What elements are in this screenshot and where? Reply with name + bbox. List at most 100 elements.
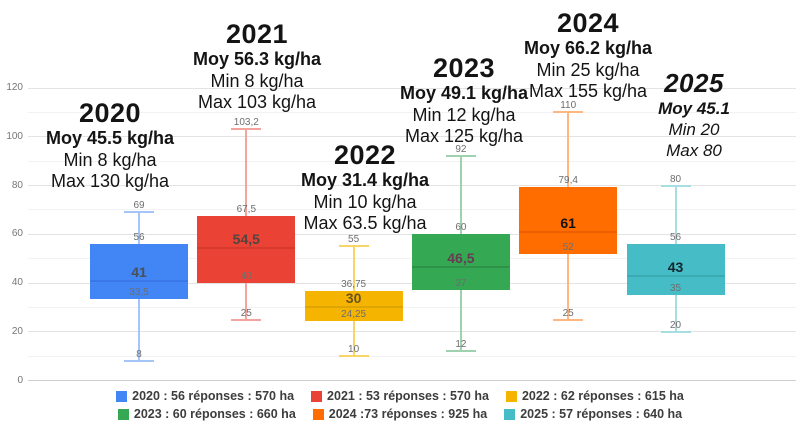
label-q1-2020: 33,5 [129, 286, 149, 298]
annotation-line-2025: Moy 45.1 [658, 99, 730, 118]
gridline [28, 185, 796, 186]
annotation-line-2022: Max 63.5 kg/ha [303, 213, 427, 233]
gridline [28, 331, 796, 333]
gridline [28, 111, 796, 113]
legend-item-2022: 2022 : 62 réponses : 615 ha [505, 389, 684, 404]
legend-swatch-2025 [504, 409, 516, 420]
label-high-2020: 69 [133, 200, 145, 212]
box-2023 [411, 234, 510, 291]
label-high-2022: 55 [348, 234, 360, 246]
y-axis-tick: 120 [6, 82, 23, 93]
label-q1-2025: 35 [669, 283, 682, 295]
y-axis-tick: 20 [11, 325, 23, 337]
y-axis-tick: 0 [17, 374, 23, 386]
label-q3-2024: 79,4 [558, 174, 578, 186]
median-line-2021 [197, 246, 296, 249]
legend-label-2023: 2023 : 60 réponses : 660 ha [133, 407, 296, 421]
label-q1-2023: 37 [455, 278, 467, 290]
annotation-line-2021: Max 103 kg/ha [197, 92, 317, 112]
legend-row-1: 2020 : 56 réponses : 570 ha 2021 : 53 rép… [116, 389, 684, 404]
median-line-2023 [411, 266, 510, 269]
annotation-line-2025: Min 20 [668, 120, 720, 139]
annotation-line-2020: Min 8 kg/ha [63, 149, 157, 170]
whisker-cap-high-2020 [124, 211, 154, 214]
whisker-cap-low-2025 [660, 330, 691, 333]
gridline [28, 355, 796, 357]
annotation-line-2023: Max 125 kg/ha [404, 126, 524, 146]
annotation-title-2025: 2025 [664, 68, 724, 98]
label-high-2025: 80 [669, 173, 682, 185]
annotation-title-2020: 2020 [78, 98, 142, 128]
annotation-2021: 2021 Moy 56.3 kg/ha Min 8 kg/ha Max 103 kg/… [193, 20, 321, 114]
gridline [28, 87, 796, 89]
y-axis-tick: 100 [6, 130, 23, 142]
label-q1-2024: 52 [562, 241, 574, 253]
legend-swatch-2020 [116, 391, 128, 402]
median-line-2022 [304, 306, 403, 309]
annotation-title-2022: 2022 [333, 140, 397, 170]
annotation-line-2024: Min 25 kg/ha [536, 59, 640, 80]
label-low-2023: 12 [455, 339, 467, 351]
label-high-2023: 92 [455, 144, 467, 156]
whisker-cap-low-2020 [124, 360, 154, 362]
box-2024 [519, 186, 618, 254]
annotation-title-2023: 2023 [432, 53, 496, 83]
median-label-2020: 41 [131, 263, 147, 280]
annotation-line-2025: Max 80 [666, 141, 722, 160]
label-q3-2023: 60 [455, 222, 467, 234]
label-high-2024: 110 [560, 100, 577, 112]
label-high-2021: 103,2 [233, 116, 259, 128]
annotation-2025: 2025 Moy 45.1 Min 20 Max 80 [658, 69, 730, 161]
legend-item-2024: 2024 :73 réponses : 925 ha [312, 407, 488, 422]
label-q3-2020: 56 [133, 232, 145, 243]
annotation-line-2020: Max 130 kg/ha [50, 171, 170, 191]
whisker-cap-low-2021 [231, 318, 262, 321]
y-axis-tick: 40 [11, 277, 23, 288]
whisker-cap-high-2024 [553, 111, 584, 114]
annotation-title-2024: 2024 [556, 8, 620, 38]
whisker-cap-high-2021 [231, 127, 262, 130]
label-q3-2022: 36,75 [341, 278, 367, 290]
median-label-2023: 46,5 [447, 250, 475, 267]
annotation-2022: 2022 Moy 31.4 kg/ha Min 10 kg/ha Max 63.5 k… [301, 141, 429, 235]
annotation-line-2023: Min 12 kg/ha [412, 104, 516, 125]
legend-label-2024: 2024 :73 réponses : 925 ha [328, 407, 488, 421]
label-low-2020: 8 [136, 349, 142, 360]
median-label-2025: 43 [667, 258, 684, 275]
annotation-line-2021: Moy 56.3 kg/ha [192, 49, 322, 69]
box-2025 [626, 244, 725, 296]
legend-item-2020: 2020 : 56 réponses : 570 ha [116, 389, 294, 404]
y-axis-tick: 60 [11, 228, 23, 240]
whisker-cap-low-2022 [338, 355, 369, 358]
legend-swatch-2023 [117, 409, 129, 420]
y-axis-tick: 80 [11, 179, 23, 191]
legend-item-2023: 2023 : 60 réponses : 660 ha [117, 407, 296, 422]
legend-swatch-2021 [311, 391, 323, 402]
legend: 2020 : 56 réponses : 570 ha 2021 : 53 rép… [0, 389, 800, 422]
legend-swatch-2022 [505, 391, 517, 402]
legend-label-2020: 2020 : 56 réponses : 570 ha [132, 389, 295, 403]
legend-item-2025: 2025 : 57 réponses : 640 ha [504, 407, 682, 422]
median-label-2024: 61 [560, 214, 576, 231]
annotation-line-2022: Moy 31.4 kg/ha [300, 170, 430, 190]
legend-label-2022: 2022 : 62 réponses : 615 ha [521, 389, 684, 403]
annotation-2024: 2024 Moy 66.2 kg/ha Min 25 kg/ha Max 155 kg… [524, 9, 652, 103]
label-low-2024: 25 [562, 307, 574, 319]
legend-label-2025: 2025 : 57 réponses : 640 ha [520, 407, 683, 421]
legend-item-2021: 2021 : 53 réponses : 570 ha [311, 389, 489, 404]
median-label-2022: 30 [345, 290, 362, 307]
annotation-line-2024: Max 155 kg/ha [528, 81, 648, 101]
annotation-2020: 2020 Moy 45.5 kg/ha Min 8 kg/ha Max 130 kg/… [46, 99, 174, 193]
gridline [28, 380, 796, 381]
annotation-line-2022: Min 10 kg/ha [313, 191, 417, 212]
whisker-cap-high-2025 [660, 184, 691, 187]
annotation-line-2021: Min 8 kg/ha [210, 70, 304, 91]
legend-label-2021: 2021 : 53 réponses : 570 ha [327, 389, 489, 403]
label-q1-2021: 40 [240, 271, 252, 282]
annotation-title-2021: 2021 [225, 19, 289, 49]
median-line-2020 [90, 279, 188, 282]
gridline [28, 160, 796, 162]
whisker-cap-low-2023 [445, 350, 476, 353]
median-line-2025 [626, 274, 725, 277]
